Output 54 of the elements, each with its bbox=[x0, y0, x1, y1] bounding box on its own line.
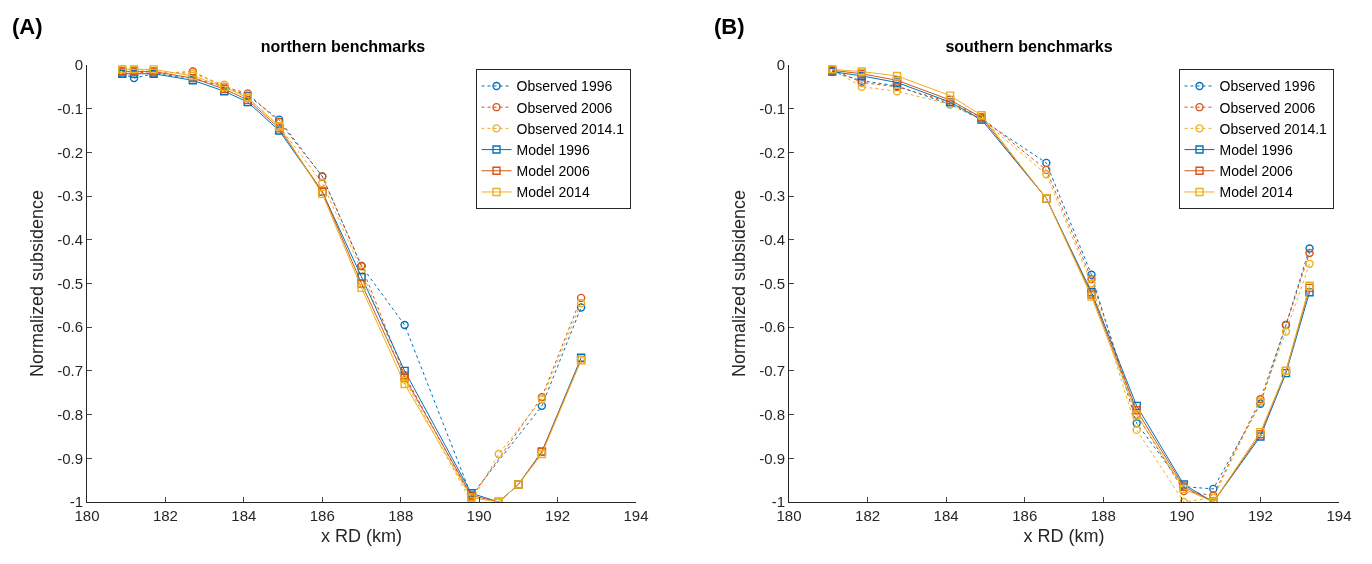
x-tick-label: 188 bbox=[388, 507, 414, 524]
legend-label: Model 2014 bbox=[516, 184, 590, 201]
x-tick-label: 190 bbox=[1169, 507, 1195, 524]
y-tick-label: 0 bbox=[776, 56, 785, 74]
x-tick-label: 192 bbox=[545, 507, 571, 524]
legend-label: Observed 2014.1 bbox=[1219, 120, 1328, 137]
x-tick-label: 182 bbox=[152, 507, 178, 524]
legend-label: Observed 2006 bbox=[516, 99, 613, 116]
x-tick-label: 182 bbox=[855, 507, 881, 524]
legend-label: Observed 1996 bbox=[1219, 78, 1316, 95]
y-axis-title: Normalized subsidence bbox=[729, 189, 750, 378]
legend-label: Model 2006 bbox=[1219, 163, 1293, 180]
x-tick-label: 188 bbox=[1090, 507, 1116, 524]
y-tick-label: -0.6 bbox=[759, 318, 785, 336]
y-tick-label: -0.9 bbox=[759, 449, 785, 467]
chart-title: northern benchmarks bbox=[260, 38, 426, 55]
legend-label: Observed 1996 bbox=[516, 78, 613, 95]
x-tick-label: 186 bbox=[1012, 507, 1038, 524]
y-tick-label: -0.5 bbox=[759, 274, 785, 292]
y-tick-label: -0.3 bbox=[57, 187, 83, 205]
y-tick-label: -0.2 bbox=[759, 143, 785, 161]
y-tick-label: -0.2 bbox=[57, 143, 83, 161]
y-tick-label: -0.7 bbox=[759, 362, 785, 380]
chart-title: southern benchmarks bbox=[945, 38, 1113, 55]
x-tick-label: 194 bbox=[623, 507, 649, 524]
x-axis-title: x RD (km) bbox=[1023, 526, 1105, 547]
legend-label: Model 1996 bbox=[516, 142, 590, 159]
text: (B) bbox=[714, 14, 745, 39]
x-tick-label: 184 bbox=[933, 507, 959, 524]
x-tick-label: 190 bbox=[466, 507, 492, 524]
text: (A) bbox=[12, 14, 43, 39]
y-axis-title: Normalized subsidence bbox=[27, 189, 48, 378]
y-tick-label: -0.1 bbox=[759, 99, 785, 117]
x-tick-label: 184 bbox=[231, 507, 257, 524]
y-tick-label: -0.5 bbox=[57, 274, 83, 292]
y-tick-label: -0.9 bbox=[57, 449, 83, 467]
legend-label: Observed 2014.1 bbox=[516, 120, 625, 137]
y-tick-label: -0.4 bbox=[759, 231, 785, 249]
y-tick-label: -0.1 bbox=[57, 99, 83, 117]
legend-label: Model 2014 bbox=[1219, 184, 1293, 201]
legend-label: Observed 2006 bbox=[1219, 99, 1316, 116]
x-axis-title: x RD (km) bbox=[321, 526, 402, 547]
y-tick-label: -0.3 bbox=[759, 187, 785, 205]
x-tick-label: 192 bbox=[1247, 507, 1273, 524]
legend-label: Model 1996 bbox=[1219, 142, 1293, 159]
y-tick-label: -0.7 bbox=[57, 362, 83, 380]
y-tick-label: -0.6 bbox=[57, 318, 83, 336]
x-tick-label: 194 bbox=[1326, 507, 1352, 524]
legend-label: Model 2006 bbox=[516, 163, 590, 180]
y-tick-label: -0.4 bbox=[57, 231, 83, 249]
y-tick-label: 0 bbox=[74, 56, 83, 74]
y-tick-label: -0.8 bbox=[57, 405, 83, 423]
x-tick-label: 186 bbox=[309, 507, 335, 524]
y-tick-label: -0.8 bbox=[759, 405, 785, 423]
